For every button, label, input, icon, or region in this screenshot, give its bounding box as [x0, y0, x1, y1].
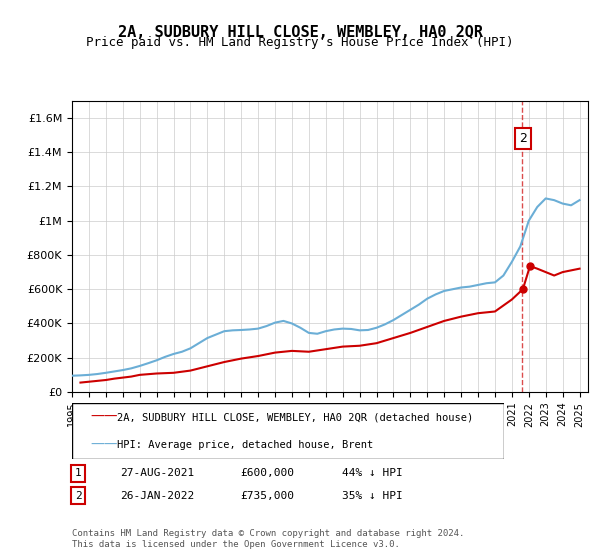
- Text: 27-AUG-2021: 27-AUG-2021: [120, 468, 194, 478]
- Text: £735,000: £735,000: [240, 491, 294, 501]
- Text: HPI: Average price, detached house, Brent: HPI: Average price, detached house, Bren…: [117, 440, 373, 450]
- Text: 2: 2: [74, 491, 82, 501]
- Text: Contains HM Land Registry data © Crown copyright and database right 2024.
This d: Contains HM Land Registry data © Crown c…: [72, 529, 464, 549]
- Text: 26-JAN-2022: 26-JAN-2022: [120, 491, 194, 501]
- Text: 44% ↓ HPI: 44% ↓ HPI: [342, 468, 403, 478]
- Text: 2A, SUDBURY HILL CLOSE, WEMBLEY, HA0 2QR: 2A, SUDBURY HILL CLOSE, WEMBLEY, HA0 2QR: [118, 25, 482, 40]
- Text: Price paid vs. HM Land Registry's House Price Index (HPI): Price paid vs. HM Land Registry's House …: [86, 36, 514, 49]
- Text: 1: 1: [74, 468, 82, 478]
- Text: 2: 2: [519, 132, 527, 145]
- Text: ——: ——: [90, 410, 118, 424]
- Text: £600,000: £600,000: [240, 468, 294, 478]
- Text: ——: ——: [90, 438, 118, 452]
- Text: 35% ↓ HPI: 35% ↓ HPI: [342, 491, 403, 501]
- Text: 2A, SUDBURY HILL CLOSE, WEMBLEY, HA0 2QR (detached house): 2A, SUDBURY HILL CLOSE, WEMBLEY, HA0 2QR…: [117, 412, 473, 422]
